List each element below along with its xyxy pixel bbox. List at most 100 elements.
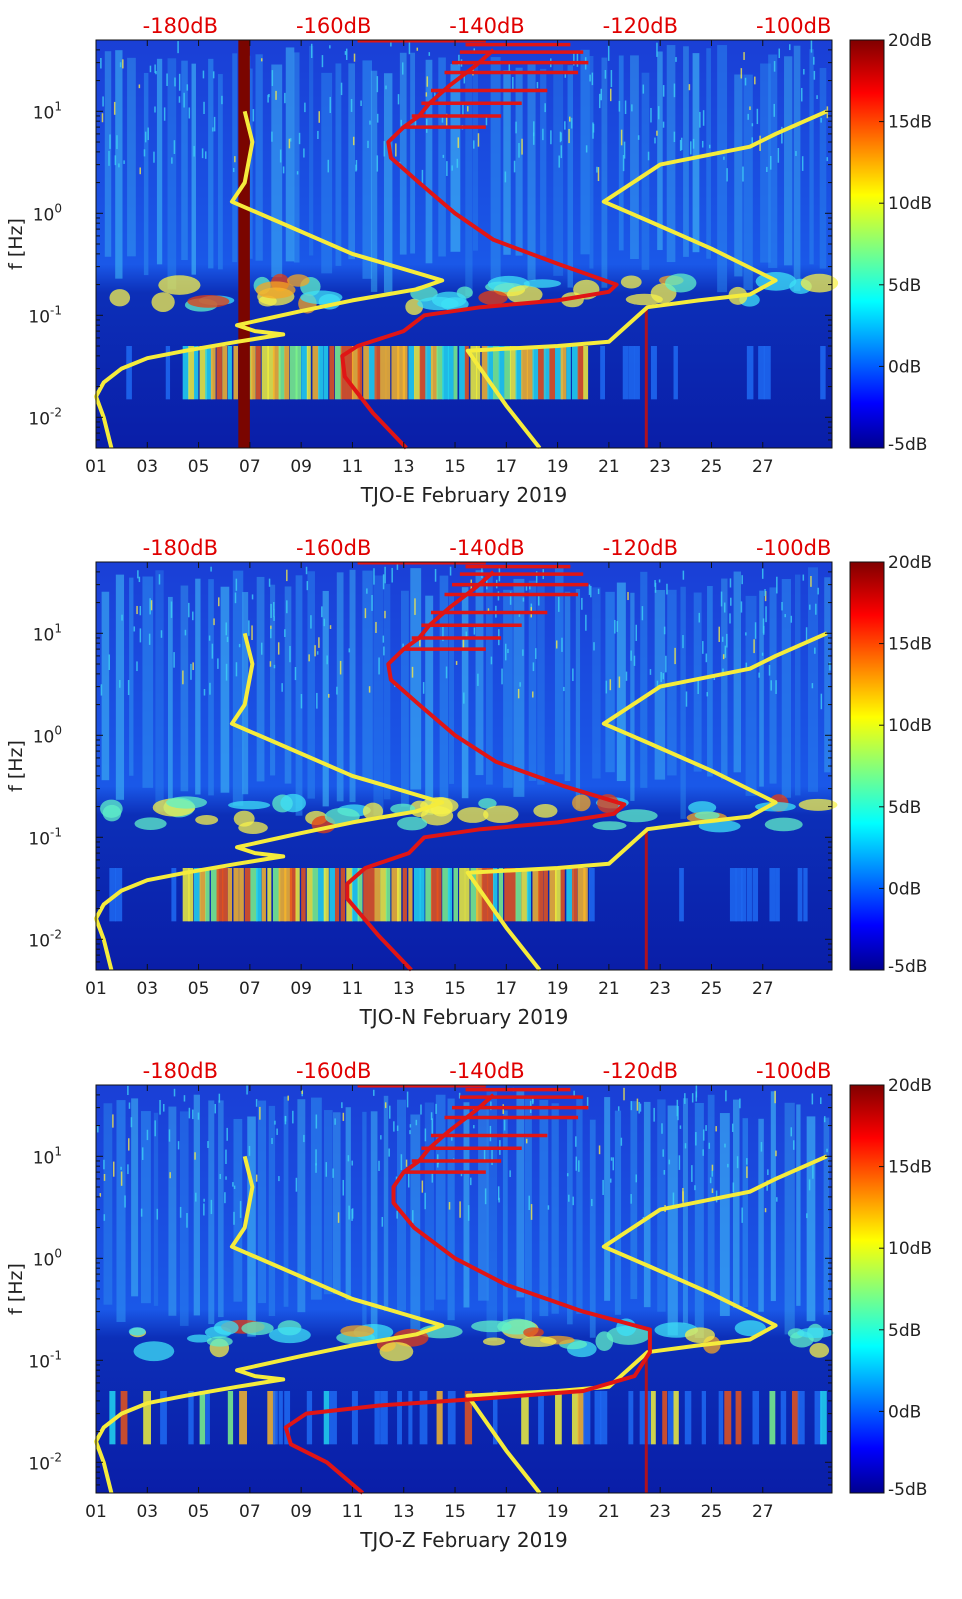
- x-tick-label: 27: [752, 457, 774, 477]
- median-psd-spikes: [357, 561, 589, 651]
- x-axis-label: TJO-E February 2019: [360, 483, 568, 507]
- colorbar-tick-label: -5dB: [888, 957, 927, 977]
- x-tick-label: 13: [393, 1502, 415, 1522]
- spectrogram-texture: [100, 40, 839, 448]
- x-tick-label: 21: [598, 457, 620, 477]
- x-tick-label: 23: [649, 979, 671, 999]
- colorbar-tick-label: 10dB: [888, 1239, 932, 1259]
- x-tick-label: 15: [444, 457, 466, 477]
- x-tick-label: 07: [239, 457, 261, 477]
- x-tick-label: 03: [136, 1502, 158, 1522]
- x-tick-label: 13: [393, 979, 415, 999]
- y-tick-label: 101: [33, 99, 62, 123]
- y-tick-label: 101: [33, 1144, 62, 1168]
- colorbar-tick-label: 15dB: [888, 1158, 932, 1178]
- colorbar-tick-label: 20dB: [888, 1076, 932, 1096]
- x-axis-label: TJO-N February 2019: [359, 1005, 569, 1029]
- x-tick-label: 05: [188, 457, 210, 477]
- x-tick-label: 11: [342, 1502, 364, 1522]
- median-psd-spikes: [357, 39, 589, 129]
- y-tick-label: 10-1: [28, 825, 62, 849]
- x-tick-label: 11: [342, 457, 364, 477]
- x-tick-label: 27: [752, 1502, 774, 1522]
- top-axis-db-label: -140dB: [449, 1059, 524, 1083]
- colorbar-tick-label: 20dB: [888, 553, 932, 573]
- x-tick-label: 13: [393, 457, 415, 477]
- top-axis-db-label: -180dB: [143, 14, 218, 38]
- top-axis-db-label: -120dB: [603, 14, 678, 38]
- panel-TJO-E: 01 03 05 07 09 11 13 15 17 19 21 23 25 27 101 100 10-1 10…: [5, 14, 932, 507]
- y-tick-label: 100: [33, 723, 62, 747]
- top-axis-db-label: -160dB: [296, 1059, 371, 1083]
- colorbar-tick-label: 0dB: [888, 1402, 921, 1422]
- top-axis-db-label: -160dB: [296, 536, 371, 560]
- colorbar-tick-label: 0dB: [888, 357, 921, 377]
- colorbar-tick-label: 5dB: [888, 1321, 921, 1341]
- data-gap-bar: [238, 40, 250, 448]
- x-tick-label: 21: [598, 979, 620, 999]
- x-tick-label: 01: [85, 979, 107, 999]
- x-tick-label: 25: [701, 979, 723, 999]
- y-tick-label: 10-1: [28, 1348, 62, 1372]
- colorbar-tick-label: 5dB: [888, 798, 921, 818]
- x-axis-label: TJO-Z February 2019: [359, 1528, 568, 1552]
- x-tick-label: 19: [547, 1502, 569, 1522]
- top-axis-db-label: -120dB: [603, 1059, 678, 1083]
- colorbar-tick-label: -5dB: [888, 435, 927, 455]
- top-axis-db-label: -160dB: [296, 14, 371, 38]
- y-tick-label: 10-2: [28, 1450, 62, 1474]
- panel-TJO-N: 01 03 05 07 09 11 13 15 17 19 21 23 25 27 101 100 10-1 10…: [5, 536, 932, 1029]
- x-tick-label: 27: [752, 979, 774, 999]
- x-tick-label: 09: [290, 979, 312, 999]
- top-axis-db-label: -100dB: [756, 14, 831, 38]
- x-tick-label: 17: [495, 979, 517, 999]
- series-median-psd: [340, 48, 619, 450]
- x-tick-label: 15: [444, 1502, 466, 1522]
- top-axis-db-label: -120dB: [603, 536, 678, 560]
- x-tick-label: 11: [342, 979, 364, 999]
- colorbar: [849, 1084, 885, 1494]
- x-tick-label: 19: [547, 457, 569, 477]
- spectrogram-texture: [100, 562, 838, 970]
- x-tick-label: 07: [239, 1502, 261, 1522]
- colorbar-tick-label: 20dB: [888, 31, 932, 51]
- x-tick-label: 03: [136, 979, 158, 999]
- colorbar-tick-label: 0dB: [888, 879, 921, 899]
- colorbar-tick-label: 10dB: [888, 194, 932, 214]
- x-tick-label: 23: [649, 457, 671, 477]
- x-tick-label: 01: [85, 457, 107, 477]
- median-psd-spikes: [357, 1084, 589, 1174]
- colorbar-tick-label: 15dB: [888, 635, 932, 655]
- series-noise-model-low: [94, 110, 445, 449]
- colorbar-tick-label: 15dB: [888, 113, 932, 133]
- y-tick-label: 101: [33, 621, 62, 645]
- y-tick-label: 10-2: [28, 405, 62, 429]
- x-tick-label: 01: [85, 1502, 107, 1522]
- y-tick-label: 10-2: [28, 927, 62, 951]
- top-axis-db-label: -140dB: [449, 14, 524, 38]
- x-tick-label: 19: [547, 979, 569, 999]
- colorbar: [849, 39, 885, 449]
- x-tick-label: 09: [290, 1502, 312, 1522]
- x-tick-label: 25: [701, 1502, 723, 1522]
- top-axis-db-label: -100dB: [756, 536, 831, 560]
- panel-TJO-Z: 01 03 05 07 09 11 13 15 17 19 21 23 25 27 101 100 10-1 10…: [5, 1059, 932, 1552]
- series-median-psd: [345, 570, 627, 972]
- colorbar: [849, 561, 885, 971]
- series-median-psd: [283, 1093, 652, 1495]
- x-tick-label: 15: [444, 979, 466, 999]
- x-tick-label: 17: [495, 1502, 517, 1522]
- x-tick-label: 21: [598, 1502, 620, 1522]
- colorbar-tick-label: 10dB: [888, 716, 932, 736]
- x-tick-label: 25: [701, 457, 723, 477]
- series-noise-model-high: [465, 1154, 828, 1495]
- x-tick-label: 05: [188, 1502, 210, 1522]
- x-tick-label: 03: [136, 457, 158, 477]
- series-noise-model-high: [465, 109, 828, 450]
- top-axis-db-label: -100dB: [756, 1059, 831, 1083]
- y-tick-label: 100: [33, 1246, 62, 1270]
- top-axis-db-label: -180dB: [143, 536, 218, 560]
- series-noise-model-low: [94, 632, 445, 971]
- series-noise-model-low: [94, 1155, 445, 1494]
